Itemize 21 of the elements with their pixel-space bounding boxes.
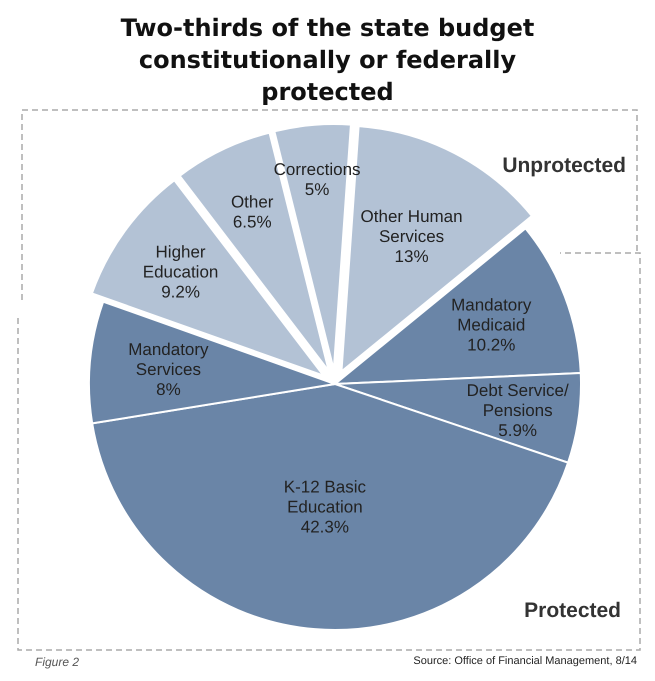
data-label: 6.5%	[232, 212, 272, 232]
data-label: 8%	[156, 380, 181, 399]
data-label: 9.2%	[161, 282, 200, 302]
data-label: 5.9%	[498, 420, 538, 440]
text: Unprotected	[502, 154, 626, 177]
data-label: 13%	[394, 247, 429, 266]
slice-label: K-12 Basic Education	[284, 478, 366, 517]
slice-label: Higher Education	[142, 242, 218, 282]
data-label: 42.3%	[300, 518, 349, 537]
caption: Figure 2	[35, 655, 80, 669]
chart-title: Two-thirds of the state budget constitutionally or federally protected	[120, 14, 534, 106]
slice-label: Debt Service/ Pensions	[466, 380, 569, 420]
source-note: Source: Office of Financial Management, 8/14	[413, 655, 637, 667]
text: Protected	[524, 599, 621, 622]
slice-label: Corrections	[274, 160, 361, 179]
slice-label: Mandatory Medicaid	[451, 295, 532, 334]
data-label: 5%	[304, 180, 330, 199]
slice-label: Other Human Services	[360, 207, 463, 246]
slice-label: Mandatory Services	[128, 340, 210, 379]
data-label: 10.2%	[467, 335, 516, 354]
slice-label: Other	[230, 192, 274, 212]
